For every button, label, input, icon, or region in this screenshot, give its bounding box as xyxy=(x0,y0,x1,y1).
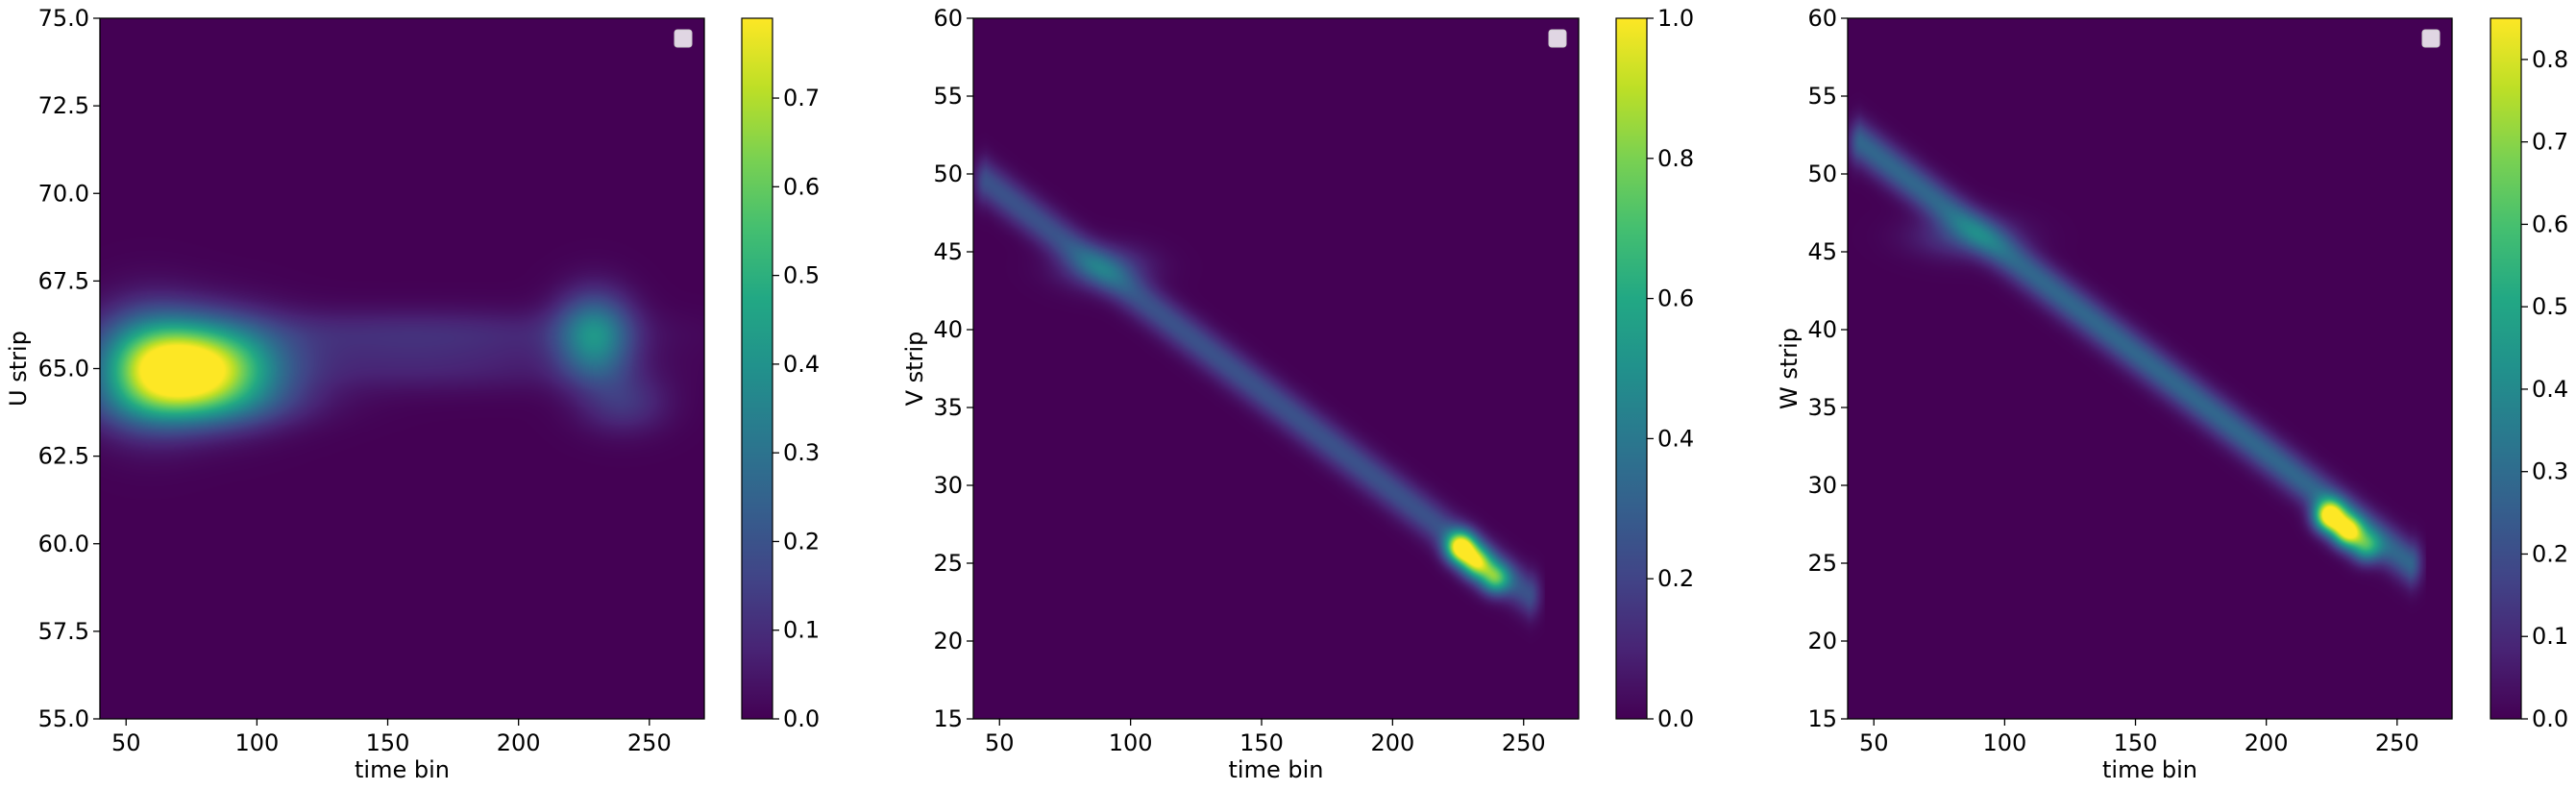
x-tick-label: 250 xyxy=(627,729,672,756)
x-tick-label: 50 xyxy=(111,729,141,756)
colorbar-tick-label: 0.5 xyxy=(783,262,820,289)
y-tick-label: 60 xyxy=(1807,5,1837,32)
x-axis-label: time bin xyxy=(1229,756,1324,783)
x-axis-label: time bin xyxy=(355,756,450,783)
colorbar-tick-label: 0.2 xyxy=(2532,540,2568,567)
colorbar xyxy=(741,17,773,720)
x-tick-label: 50 xyxy=(1859,729,1889,756)
heatmap-w-strip xyxy=(1848,18,2452,719)
colorbar-ticks: 0.0 0.2 0.4 0.6 0.8 1.0 xyxy=(1647,5,1694,732)
axes-frame xyxy=(1847,17,2453,720)
y-tick-label: 35 xyxy=(1807,394,1837,421)
x-tick-label: 150 xyxy=(366,729,410,756)
panel-u-strip: 50 100 150 200 250 55.0 57.5 60.0 62.5 65.0 67.5 7… xyxy=(5,5,820,783)
colorbar-tick-label: 1.0 xyxy=(1657,5,1694,32)
y-tick-label: 70.0 xyxy=(38,180,89,207)
y-tick-label: 45 xyxy=(933,238,963,265)
y-axis-label: U strip xyxy=(5,331,32,407)
y-tick-label: 72.5 xyxy=(38,92,89,119)
y-tick-label: 67.5 xyxy=(38,267,89,294)
x-tick-label: 250 xyxy=(1502,729,1546,756)
colorbar-tick-label: 0.7 xyxy=(783,85,820,111)
y-tick-label: 30 xyxy=(933,472,963,499)
y-tick-label: 45 xyxy=(1807,238,1837,265)
panel-w-strip: 50 100 150 200 250 15 20 25 30 35 40 45 50 55 60 time… xyxy=(1776,5,2568,783)
heatmap-v-strip xyxy=(973,18,1579,719)
colorbar-ticks: 0.0 0.1 0.2 0.3 0.4 0.5 0.6 0.7 xyxy=(773,85,820,732)
y-tick-label: 30 xyxy=(1807,472,1837,499)
y-tick-label: 40 xyxy=(933,316,963,343)
colorbar-tick-label: 0.4 xyxy=(783,351,820,378)
y-tick-label: 62.5 xyxy=(38,443,89,470)
colorbar-tick-label: 0.0 xyxy=(2532,705,2568,732)
x-ticks: 50 100 150 200 250 xyxy=(1859,719,2419,756)
y-tick-label: 50 xyxy=(1807,160,1837,187)
y-tick-label: 40 xyxy=(1807,316,1837,343)
x-tick-label: 200 xyxy=(2245,729,2289,756)
y-tick-label: 25 xyxy=(1807,550,1837,577)
y-tick-label: 60.0 xyxy=(38,531,89,557)
x-tick-label: 100 xyxy=(1982,729,2026,756)
y-tick-label: 55 xyxy=(933,83,963,110)
colorbar-tick-label: 0.3 xyxy=(2532,458,2568,485)
y-axis-label: V strip xyxy=(901,332,928,407)
colorbar-tick-label: 0.1 xyxy=(783,617,820,644)
y-ticks: 55.0 57.5 60.0 62.5 65.0 67.5 70.0 72.5 75.0 xyxy=(38,5,100,732)
colorbar-tick-label: 0.0 xyxy=(783,705,820,732)
x-tick-label: 150 xyxy=(1239,729,1284,756)
colorbar-tick-label: 0.2 xyxy=(783,528,820,555)
y-tick-label: 15 xyxy=(933,705,963,732)
colorbar-tick-label: 0.0 xyxy=(1657,705,1694,732)
colorbar-ticks: 0.0 0.1 0.2 0.3 0.4 0.5 0.6 0.7 0.8 xyxy=(2521,46,2568,732)
x-tick-label: 100 xyxy=(1109,729,1153,756)
y-ticks: 15 20 25 30 35 40 45 50 55 60 xyxy=(933,5,973,732)
colorbar-tick-label: 0.2 xyxy=(1657,565,1694,592)
x-tick-label: 250 xyxy=(2375,729,2419,756)
x-tick-label: 200 xyxy=(1370,729,1414,756)
x-tick-label: 200 xyxy=(497,729,541,756)
colorbar-tick-label: 0.6 xyxy=(2532,210,2568,237)
x-tick-label: 50 xyxy=(985,729,1015,756)
colorbar xyxy=(1615,17,1648,720)
y-tick-label: 20 xyxy=(1807,628,1837,654)
colorbar-tick-label: 0.6 xyxy=(1657,285,1694,312)
x-ticks: 50 100 150 200 250 xyxy=(985,719,1546,756)
y-tick-label: 60 xyxy=(933,5,963,32)
colorbar-tick-label: 0.5 xyxy=(2532,293,2568,320)
y-tick-label: 50 xyxy=(933,160,963,187)
y-tick-label: 65.0 xyxy=(38,356,89,383)
y-tick-label: 25 xyxy=(933,550,963,577)
panel-v-strip: 50 100 150 200 250 15 20 25 30 35 40 45 50 55 60 time… xyxy=(901,5,1694,783)
legend-box xyxy=(1548,29,1567,48)
colorbar-tick-label: 0.7 xyxy=(2532,129,2568,156)
colorbar-tick-label: 0.8 xyxy=(1657,145,1694,172)
x-ticks: 50 100 150 200 250 xyxy=(111,719,672,756)
y-axis-label: W strip xyxy=(1776,328,1803,409)
x-tick-label: 100 xyxy=(234,729,279,756)
colorbar-tick-label: 0.4 xyxy=(2532,376,2568,403)
colorbar-tick-label: 0.3 xyxy=(783,439,820,466)
x-tick-label: 150 xyxy=(2114,729,2158,756)
legend-box xyxy=(2421,29,2441,48)
y-tick-label: 35 xyxy=(933,394,963,421)
y-tick-label: 20 xyxy=(933,628,963,654)
legend-box xyxy=(674,29,693,48)
y-tick-label: 55.0 xyxy=(38,705,89,732)
colorbar xyxy=(2490,17,2522,720)
heatmap-u-strip xyxy=(100,18,704,719)
x-axis-label: time bin xyxy=(2102,756,2197,783)
y-tick-label: 55 xyxy=(1807,83,1837,110)
colorbar-tick-label: 0.4 xyxy=(1657,425,1694,452)
axes-frame xyxy=(972,17,1580,720)
colorbar-tick-label: 0.8 xyxy=(2532,46,2568,73)
y-tick-label: 57.5 xyxy=(38,618,89,645)
y-tick-label: 15 xyxy=(1807,705,1837,732)
colorbar-tick-label: 0.1 xyxy=(2532,623,2568,650)
colorbar-tick-label: 0.6 xyxy=(783,173,820,200)
y-ticks: 15 20 25 30 35 40 45 50 55 60 xyxy=(1807,5,1848,732)
y-tick-label: 75.0 xyxy=(38,5,89,32)
